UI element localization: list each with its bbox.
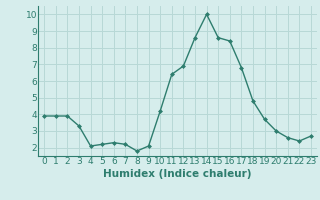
X-axis label: Humidex (Indice chaleur): Humidex (Indice chaleur)	[103, 169, 252, 179]
